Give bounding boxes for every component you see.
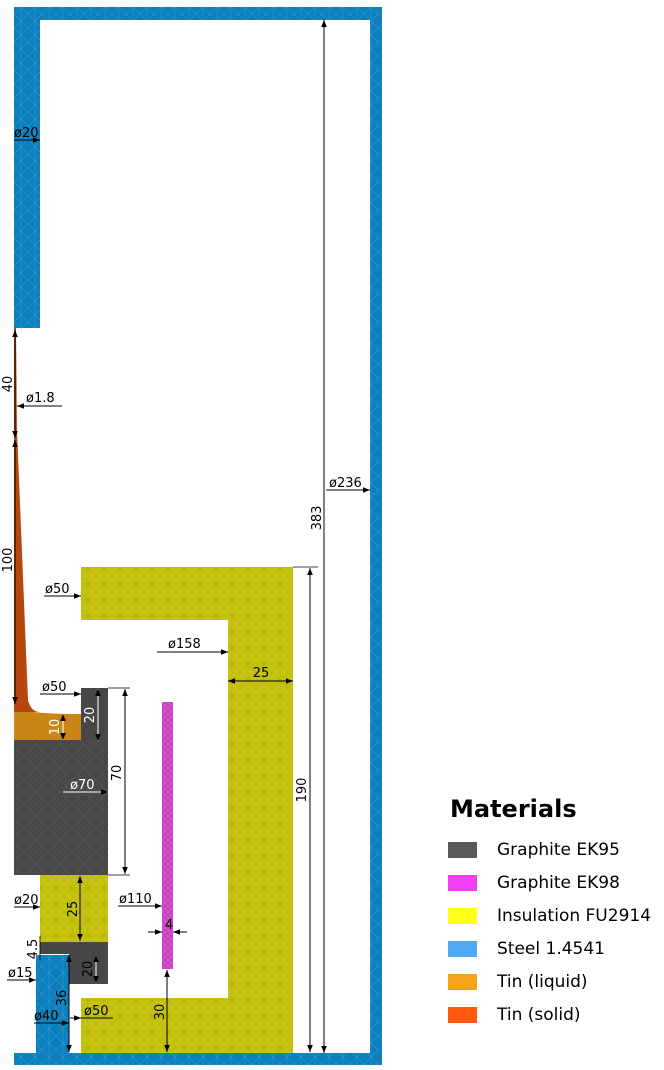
dim-d20-top: ø20 — [14, 126, 39, 141]
dim-len4: 4 — [165, 918, 173, 933]
dim-len100: 100 — [1, 548, 16, 573]
legend-label: Insulation FU2914 — [497, 905, 652, 926]
dim-d70: ø70 — [70, 778, 95, 793]
graphite-support-ring — [40, 942, 108, 954]
dim-len30: 30 — [153, 1004, 168, 1021]
dim-len20-top: 20 — [83, 707, 98, 724]
dim-len25-low: 25 — [66, 901, 81, 918]
graphite-support-block — [69, 954, 108, 984]
insulation-tube-mesh — [40, 875, 108, 942]
dim-len383: 383 — [310, 506, 325, 531]
legend-swatch — [448, 841, 477, 858]
legend-item: Tin (solid) — [448, 998, 658, 1031]
dim-d50-crucible: ø50 — [42, 680, 67, 695]
dim-len20-low: 20 — [81, 961, 96, 978]
dim-d1-8: ø1.8 — [26, 391, 55, 406]
insulation-body — [40, 567, 293, 1053]
dim-d110: ø110 — [119, 892, 152, 907]
legend-label: Steel 1.4541 — [497, 938, 605, 959]
legend-swatch — [448, 907, 477, 924]
insulation-shield-mesh — [81, 567, 293, 1053]
dim-d50-insulation: ø50 — [45, 582, 70, 597]
dim-d40: ø40 — [34, 1009, 59, 1024]
legend-swatch — [448, 940, 477, 957]
dim-d20-low: ø20 — [14, 893, 39, 908]
dim-len190: 190 — [295, 778, 310, 803]
legend-item: Graphite EK95 — [448, 833, 658, 866]
steel-bottom-post-mesh — [36, 955, 69, 1055]
legend-label: Tin (solid) — [497, 1004, 581, 1025]
legend-item: Graphite EK98 — [448, 866, 658, 899]
dim-len36: 36 — [55, 990, 70, 1007]
dim-len10: 10 — [48, 719, 63, 736]
dim-wall25: 25 — [253, 666, 270, 681]
legend-item: Insulation FU2914 — [448, 899, 658, 932]
dim-len4-5: 4.5 — [26, 939, 41, 960]
heater-mesh — [162, 702, 173, 969]
legend-label: Tin (liquid) — [497, 971, 588, 992]
legend-swatch — [448, 973, 477, 990]
legend-swatch — [448, 1006, 477, 1023]
legend-label: Graphite EK95 — [497, 839, 620, 860]
materials-legend: Materials Graphite EK95 Graphite EK98 Insu… — [448, 795, 658, 1031]
legend-item: Tin (liquid) — [448, 965, 658, 998]
crucible-body-mesh — [14, 740, 108, 875]
legend-title: Materials — [450, 795, 577, 823]
crucible-wall — [81, 688, 108, 741]
legend-items: Graphite EK95 Graphite EK98 Insulation FU2… — [448, 833, 658, 1031]
dim-d236: ø236 — [329, 476, 362, 491]
legend-swatch — [448, 874, 477, 891]
dim-d50-bottom: ø50 — [84, 1004, 109, 1019]
tin-crystal — [14, 328, 40, 712]
graphite-crucible — [14, 688, 108, 984]
dim-len70: 70 — [110, 765, 125, 782]
dim-d158: ø158 — [168, 637, 201, 652]
dimension-annotations: ø20 40 ø1.8 100 383 ø236 ø50 ø158 25 ø50… — [1, 20, 370, 1053]
steel-housing — [14, 7, 382, 1065]
dim-len40: 40 — [1, 376, 16, 393]
legend-item: Steel 1.4541 — [448, 932, 658, 965]
legend-label: Graphite EK98 — [497, 872, 620, 893]
dim-d15: ø15 — [8, 966, 33, 981]
